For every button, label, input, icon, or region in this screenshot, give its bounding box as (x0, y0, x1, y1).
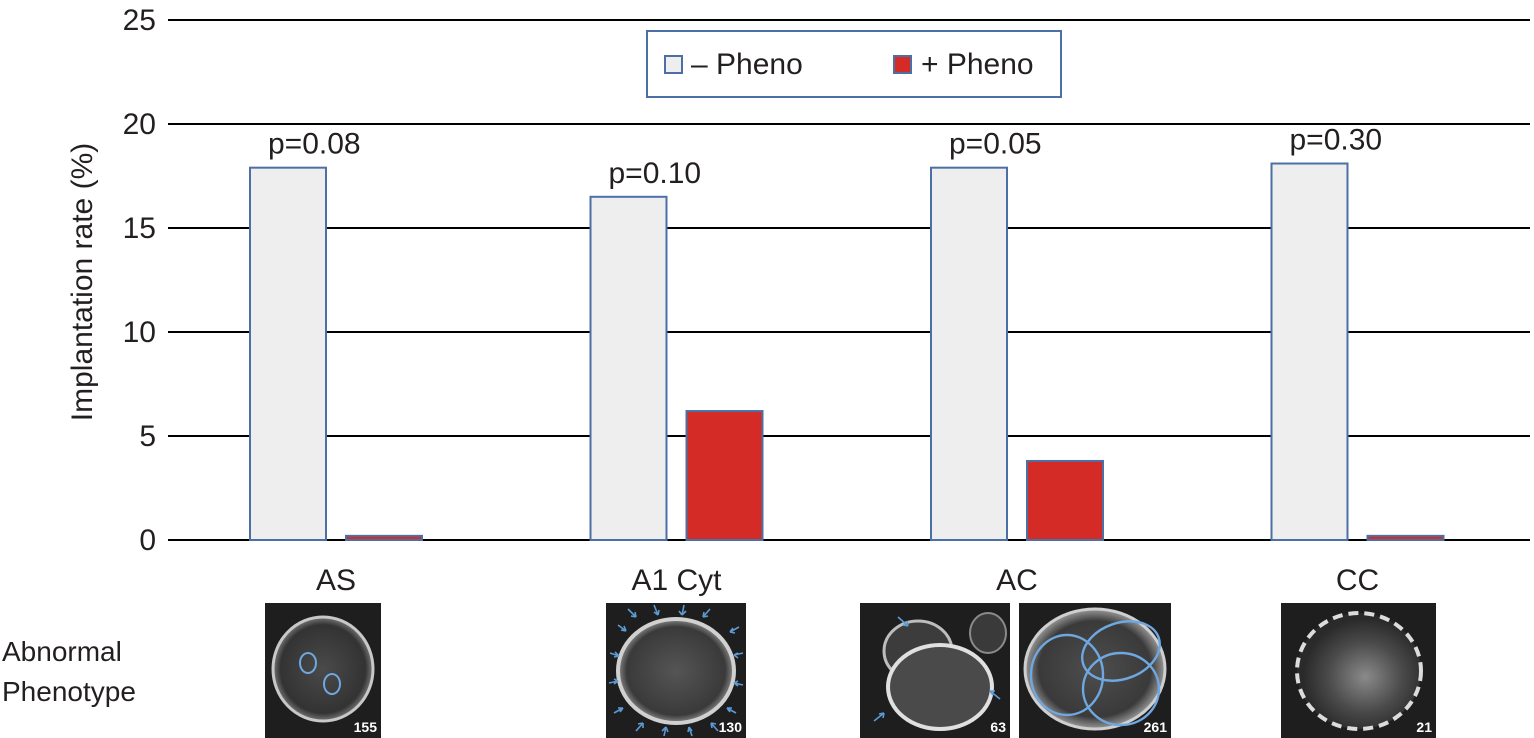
y-tick-label: 10 (123, 316, 156, 349)
embryo-cell (969, 612, 1007, 654)
abnormal-phenotype-label-line2: Phenotype (2, 676, 136, 707)
legend: – Pheno + Pheno (646, 30, 1062, 98)
bar-minus-pheno-ac (930, 166, 1008, 541)
arrow-markers (873, 616, 1001, 722)
embryo-cell (1023, 607, 1167, 731)
legend-swatch-minus-pheno (664, 55, 683, 74)
y-tick-label: 0 (139, 524, 156, 557)
embryo-graphic (1023, 607, 1167, 731)
legend-box (646, 30, 1062, 98)
embryo-graphic (1295, 611, 1423, 731)
blastomere-outline (1081, 651, 1161, 727)
embryo-cell (1295, 611, 1423, 731)
blastomere-outline (1081, 620, 1161, 682)
embryo-number: 130 (718, 719, 742, 735)
embryo-cell (886, 643, 994, 731)
p-value-label: p=0.30 (1290, 124, 1383, 157)
embryo-image-a1-cyt: 130 (606, 603, 746, 738)
embryo-cell (271, 615, 375, 723)
p-value-label: p=0.05 (949, 128, 1042, 161)
legend-label-plus-pheno: + Pheno (921, 48, 1034, 81)
nucleus-circle (323, 673, 341, 695)
abnormal-phenotype-label-line1: Abnormal (2, 636, 122, 667)
bar-plus-pheno-a1-cyt (685, 410, 764, 542)
embryo-number: 21 (1416, 719, 1432, 735)
embryo-graphic (271, 615, 375, 723)
y-tick-label: 15 (123, 212, 156, 245)
blastomere-outline (1029, 633, 1105, 717)
bar-minus-pheno-as (249, 166, 327, 541)
embryo-number: 63 (990, 719, 1006, 735)
x-category-label: A1 Cyt (631, 564, 722, 597)
embryo-image-cc: 21 (1281, 603, 1436, 738)
embryo-image-ac-2: 261 (1019, 603, 1171, 738)
embryo-number: 261 (1143, 719, 1167, 735)
y-tick-label: 5 (139, 420, 156, 453)
bar-plus-pheno-cc (1366, 534, 1445, 542)
bar-plus-pheno-as (345, 534, 423, 542)
embryo-image-as: 155 (265, 603, 381, 738)
x-category-label: AS (316, 564, 356, 597)
nucleus-circle (299, 652, 317, 674)
p-value-annotations: p=0.08 p=0.10 p=0.05 p=0.30 (268, 124, 1382, 190)
embryo-image-ac-1: 63 (860, 603, 1010, 738)
x-category-label: CC (1336, 564, 1379, 597)
legend-label-minus-pheno: – Pheno (691, 48, 803, 81)
x-category-label: AC (996, 564, 1038, 597)
bar-plus-pheno-ac (1026, 459, 1104, 541)
embryo-graphic (608, 604, 744, 737)
embryo-cell (616, 617, 736, 725)
arrow-markers (608, 604, 744, 737)
x-axis-categories: AS A1 Cyt AC CC (316, 564, 1379, 597)
bar-minus-pheno-cc (1270, 162, 1349, 542)
y-tick-label: 20 (123, 108, 156, 141)
abnormal-phenotype-label: Abnormal Phenotype (2, 632, 136, 712)
y-tick-label: 25 (123, 4, 156, 37)
y-axis-ticks: 0 5 10 15 20 25 (123, 4, 156, 557)
embryo-graphic (873, 612, 1007, 731)
y-axis-label: Implantation rate (%) (66, 143, 99, 421)
p-value-label: p=0.10 (609, 157, 702, 190)
embryo-number: 155 (353, 719, 377, 735)
bar-minus-pheno-a1-cyt (589, 195, 668, 542)
legend-swatch-plus-pheno (893, 55, 912, 74)
p-value-label: p=0.08 (268, 128, 361, 161)
bars (249, 162, 1445, 542)
